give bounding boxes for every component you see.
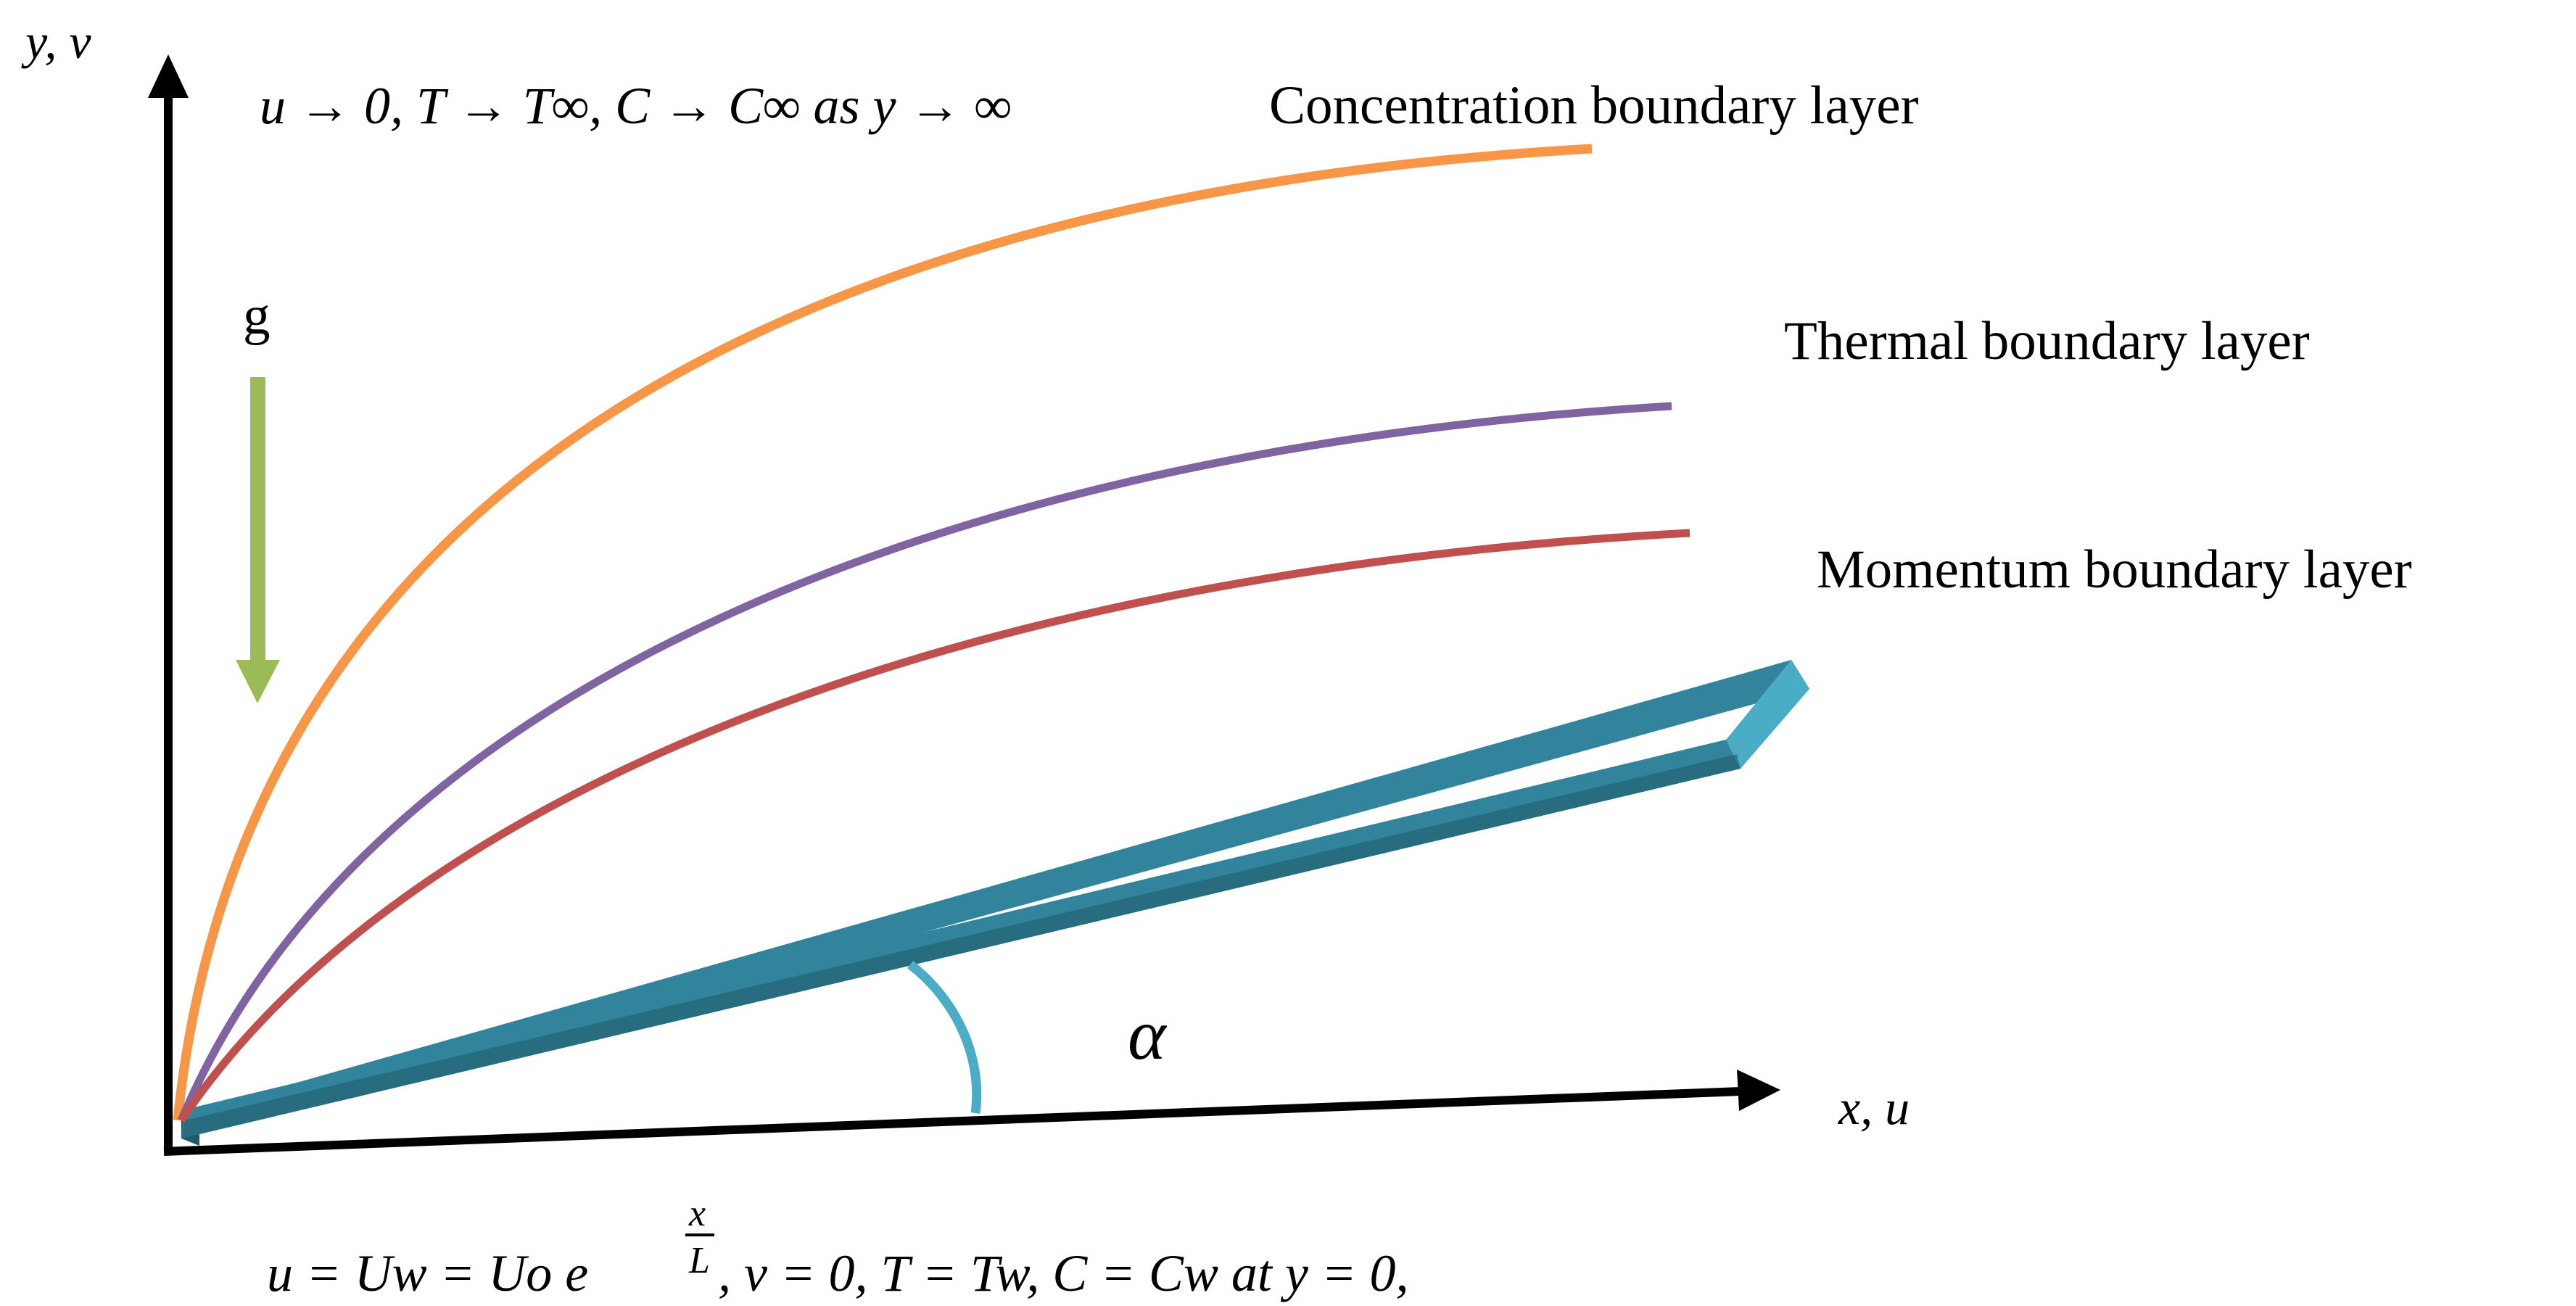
wall-condition-part1: u = Uw = Uo e <box>267 1244 588 1302</box>
x-axis-label: x, u <box>1838 1080 1910 1135</box>
inclined-plate <box>181 660 1809 1146</box>
wall-condition-part2: , v = 0, T = Tw, C = Cw at y = 0, <box>718 1244 1408 1302</box>
concentration-layer-label: Concentration boundary layer <box>1269 75 1919 136</box>
x-axis-line <box>163 1087 1741 1156</box>
plate-side-band <box>181 754 1741 1138</box>
angle-arc <box>907 960 982 1114</box>
angle-label: α <box>1128 994 1168 1075</box>
gravity-arrow <box>236 377 280 703</box>
far-field-condition: u → 0, T → T∞, C → C∞ as y → ∞ <box>260 77 1012 135</box>
gravity-arrow-shaft <box>250 377 265 664</box>
thermal-boundary-layer-curve <box>177 402 1672 1123</box>
wall-exponent-numerator: x <box>688 1193 706 1234</box>
thermal-layer-label: Thermal boundary layer <box>1784 311 2310 371</box>
wall-condition: u = Uw = Uo e x L , v = 0, T = Tw, C = C… <box>267 1193 1408 1302</box>
x-axis-arrowhead <box>1737 1070 1780 1111</box>
y-axis-arrowhead <box>148 54 189 98</box>
momentum-layer-label: Momentum boundary layer <box>1817 540 2412 600</box>
momentum-boundary-layer-curve <box>178 529 1690 1123</box>
y-axis-label: y, v <box>21 14 91 69</box>
plate-end-face <box>1726 660 1809 769</box>
gravity-label: g <box>243 286 271 346</box>
axes <box>148 54 1780 1156</box>
concentration-boundary-layer-curve <box>173 144 1593 1121</box>
gravity-arrowhead <box>236 660 280 703</box>
wall-exponent-denominator: L <box>688 1240 710 1281</box>
